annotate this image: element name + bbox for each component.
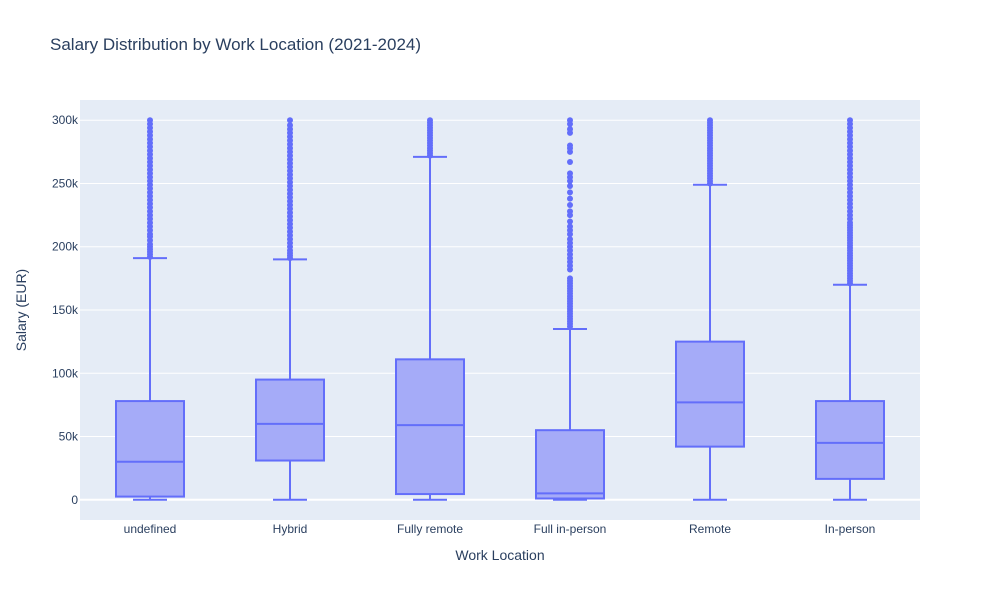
outlier-point <box>147 117 153 124</box>
outlier-point <box>287 122 293 129</box>
box-group <box>255 117 325 501</box>
outlier-point <box>567 142 573 149</box>
outlier-point <box>567 158 573 165</box>
iqr-box <box>535 429 605 500</box>
outlier-point <box>567 223 573 230</box>
box-group <box>395 117 465 501</box>
y-tick-label: 50k <box>59 430 79 444</box>
iqr-box <box>395 358 465 496</box>
x-tick-label: Fully remote <box>397 522 463 536</box>
y-tick-label: 100k <box>52 366 79 380</box>
outlier-point <box>847 117 853 124</box>
x-tick-label: Hybrid <box>273 522 308 536</box>
outlier-point <box>567 218 573 225</box>
outlier-point <box>567 275 573 282</box>
box-group <box>535 117 605 501</box>
y-tick-label: 150k <box>52 303 79 317</box>
x-tick-label: Remote <box>689 522 731 536</box>
outlier-point <box>567 183 573 190</box>
outlier-point <box>287 117 293 124</box>
outlier-point <box>427 117 433 124</box>
outlier-point <box>567 236 573 243</box>
outlier-point <box>567 208 573 215</box>
iqr-box <box>675 340 745 448</box>
iqr-box <box>115 400 185 498</box>
x-axis-title: Work Location <box>455 547 544 563</box>
x-tick-label: undefined <box>124 522 177 536</box>
gridlines <box>80 119 920 501</box>
y-tick-label: 300k <box>52 113 79 127</box>
box-group <box>115 117 185 501</box>
y-tick-label: 0 <box>71 493 78 507</box>
y-axis-title: Salary (EUR) <box>13 269 29 351</box>
box-series <box>115 117 885 501</box>
iqr-box <box>815 400 885 480</box>
outlier-point <box>707 117 713 124</box>
outlier-point <box>567 195 573 202</box>
x-tick-label: In-person <box>825 522 876 536</box>
chart-title: Salary Distribution by Work Location (20… <box>50 35 421 54</box>
outlier-point <box>567 189 573 196</box>
box-group <box>815 117 885 501</box>
y-tick-label: 250k <box>52 176 79 190</box>
iqr-box <box>255 378 325 462</box>
x-axis-ticks: undefined Hybrid Fully remote Full in-perso… <box>124 522 876 536</box>
box-group <box>675 117 745 501</box>
x-tick-label: Full in-person <box>534 522 607 536</box>
outlier-point <box>567 170 573 177</box>
y-tick-label: 200k <box>52 240 79 254</box>
outlier-point <box>567 126 573 133</box>
y-axis-ticks: 0 50k 100k 150k 200k 250k 300k <box>52 113 79 507</box>
outlier-point <box>567 117 573 124</box>
outlier-point <box>567 202 573 208</box>
